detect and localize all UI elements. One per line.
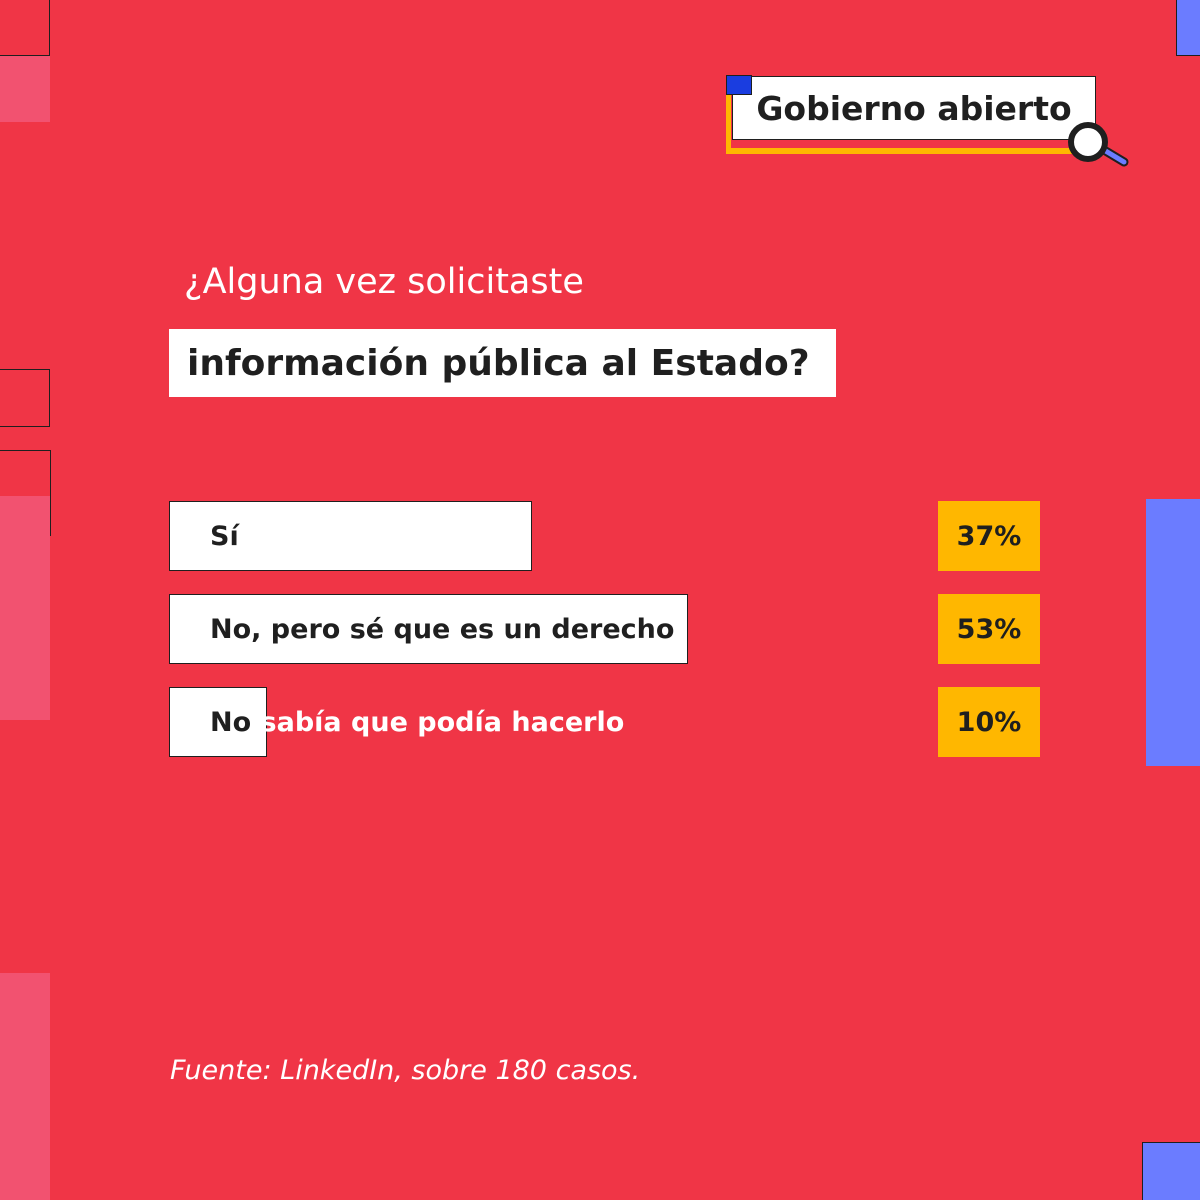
- brand-tag-label: Gobierno abierto: [756, 88, 1072, 128]
- decor-block-right-blue: [1146, 499, 1200, 766]
- brand-square-icon: [726, 75, 752, 95]
- bar-1: [169, 501, 532, 571]
- bar-label-2-first: No, pero sé que es un derecho: [210, 613, 675, 645]
- brand-tag: Gobierno abierto: [732, 76, 1096, 140]
- bar-label-2: No, pero sé que es un derecho: [210, 594, 674, 664]
- decor-block-top-left-outline: [0, 0, 50, 56]
- bar-label-3: No sabía que podía hacerlo: [210, 687, 624, 757]
- value-label-3: 10%: [938, 687, 1040, 757]
- bar-label-3-first: No: [210, 706, 252, 738]
- value-label-2: 53%: [938, 594, 1040, 664]
- decor-block-left-pink: [0, 496, 50, 720]
- decor-block-left-outline-1: [0, 369, 50, 427]
- bar-3: [169, 687, 267, 757]
- bar-2: [169, 594, 688, 664]
- question-line-2: información pública al Estado?: [169, 329, 836, 397]
- bar-label-1: Sí: [210, 501, 239, 571]
- decor-block-bottom-left-pink: [0, 973, 50, 1200]
- magnifier-icon: [1068, 122, 1129, 167]
- decor-block-bottom-right-blue: [1142, 1142, 1200, 1200]
- question-line-1: ¿Alguna vez solicitaste: [184, 262, 584, 302]
- brand-tag-shadow-bottom: [726, 148, 1076, 154]
- decor-block-top-right-blue: [1176, 0, 1200, 56]
- bar-label-1-first: Sí: [210, 520, 239, 552]
- source-note: Fuente: LinkedIn, sobre 180 casos.: [170, 1055, 641, 1086]
- value-label-1: 37%: [938, 501, 1040, 571]
- decor-block-left-outline-2: [0, 450, 51, 536]
- bar-label-3-rest: sabía que podía hacerlo: [251, 706, 625, 738]
- decor-block-top-left-pink: [0, 56, 50, 122]
- question-line-2-text: información pública al Estado?: [187, 342, 810, 384]
